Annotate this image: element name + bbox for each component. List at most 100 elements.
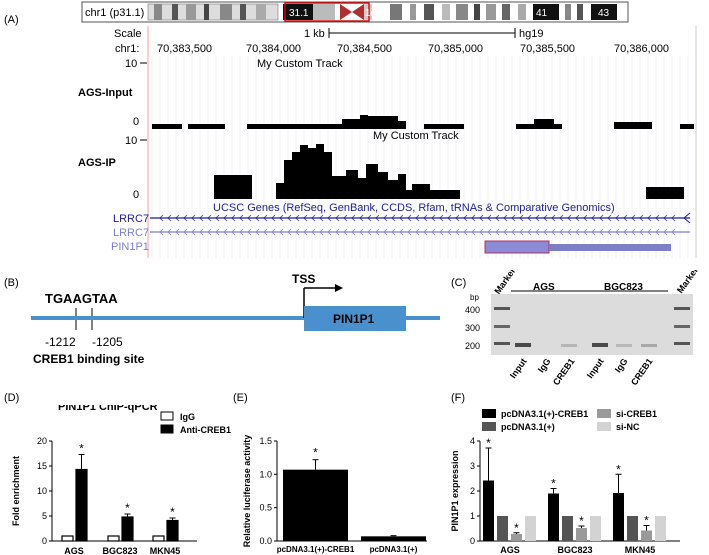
ags-input-coverage: [152, 115, 694, 129]
y-axis-label: PIN1P1 expression: [450, 450, 460, 531]
bar: [61, 535, 74, 542]
bar: [613, 493, 624, 541]
gene-label-pin1p1: PIN1P1: [111, 241, 149, 253]
y-tick-label: 1: [470, 511, 475, 521]
significance-mark: *: [125, 501, 130, 515]
svg-text:0: 0: [133, 189, 139, 201]
legend-swatch: [160, 424, 174, 434]
svg-text:400: 400: [465, 305, 480, 315]
bar: [576, 528, 587, 541]
bar: [152, 535, 165, 542]
chrom-position-label: 70,384,000: [246, 43, 301, 55]
svg-text:10: 10: [125, 58, 137, 70]
svg-text:41: 41: [536, 8, 548, 19]
chart-f: 0 1 2 3 4 PIN1P1 expression * * AGS * * BGC823 * * MKN…: [450, 409, 680, 555]
legend-label: pcDNA3.1(+)-CREB1: [501, 409, 588, 419]
pin1p1-gene-box: [304, 306, 406, 331]
genes-track-title: UCSC Genes (RefSeq, GenBank, CCDS, Rfam,…: [213, 202, 615, 214]
svg-text:10: 10: [125, 135, 137, 147]
svg-text:1q12: 1q12: [365, 8, 388, 19]
gel-group-ags: AGS: [533, 282, 555, 293]
x-tick-label: pcDNA3.1(+)-CREB1: [277, 545, 355, 554]
gel-lane-label: IgG: [613, 356, 630, 374]
legend-label: si-NC: [616, 422, 640, 432]
chrom-positions: 70,383,500 70,384,000 70,384,500 70,385,000…: [157, 43, 669, 55]
panel-label-d: (D): [4, 392, 20, 404]
svg-text:hg19: hg19: [519, 28, 543, 40]
gel-lane-label: Input: [508, 356, 529, 380]
gel-lane-label: IgG: [536, 356, 553, 374]
svg-text:43: 43: [598, 8, 610, 19]
track-label-ags-input: AGS-Input: [78, 87, 133, 99]
legend-label: pcDNA3.1(+): [501, 422, 555, 432]
y-tick-label: 0: [470, 536, 475, 546]
chrom-position-label: 70,383,500: [157, 43, 212, 55]
bar: [483, 480, 494, 541]
x-tick-label: MKN45: [625, 545, 656, 555]
significance-mark: *: [644, 514, 649, 528]
chart-d: 0 5 10 15 20 Fold enrichment PIN1P1 ChIP-qPCR *…: [11, 405, 231, 555]
bar: [562, 516, 573, 541]
lrrc7-arrows: [159, 214, 676, 222]
legend-label: Anti-CREB1: [180, 425, 231, 435]
tss-label: TSS: [292, 272, 315, 286]
browser-grid: [151, 56, 689, 258]
pos-1212: -1212: [45, 335, 76, 349]
bar: [107, 535, 120, 542]
panel-label-e: (E): [233, 392, 248, 404]
binding-site-label: CREB1 binding site: [33, 352, 145, 366]
chrom-position-label: 70,385,500: [520, 43, 575, 55]
bar: [627, 516, 638, 541]
bar: [166, 519, 179, 542]
svg-text:bp: bp: [470, 293, 479, 302]
legend-swatch: [482, 422, 496, 431]
y-tick-label: 2: [470, 486, 475, 496]
y-tick-label: 0.5: [259, 503, 272, 513]
bar: [525, 516, 536, 541]
bar: [590, 516, 601, 541]
x-tick-label: BGC823: [102, 546, 137, 555]
significance-mark: *: [79, 442, 84, 456]
y-tick-label: 1.5: [259, 436, 272, 446]
svg-text:31.1: 31.1: [289, 8, 309, 19]
svg-text:0: 0: [133, 116, 139, 128]
significance-mark: *: [616, 462, 621, 476]
genome-browser-panel: chr1 (p31.1) 31.1 1q12 41 43 Scale: [78, 1, 697, 258]
panel-label-a: (A): [4, 14, 19, 26]
promoter-schematic: TGAAGTAA TSS PIN1P1 -1212 -1205 CREB1 bi…: [31, 272, 440, 366]
y-tick-label: 3: [470, 461, 475, 471]
svg-text:Marker: Marker: [492, 270, 517, 296]
significance-mark: *: [170, 505, 175, 519]
y-tick-label: 15: [37, 461, 47, 471]
ags-ip-coverage: [214, 144, 684, 199]
svg-text:My Custom Track: My Custom Track: [373, 130, 459, 142]
ideogram-bands: [147, 3, 617, 21]
svg-text:1 kb: 1 kb: [304, 28, 325, 40]
bar: [641, 530, 652, 541]
x-tick-label: pcDNA3.1(+): [370, 545, 418, 554]
svg-text:Scale: Scale: [114, 28, 142, 40]
significance-mark: *: [514, 521, 519, 535]
pin1p1-box-label: PIN1P1: [333, 312, 375, 326]
svg-text:My Custom Track: My Custom Track: [257, 58, 343, 70]
chart-e: 0.0 0.5 1.0 1.5 Relative luciferase activity…: [242, 435, 427, 554]
y-tick-label: 5: [42, 511, 47, 521]
gel-lane-label: CREB1: [551, 356, 577, 387]
svg-text:200: 200: [465, 341, 480, 351]
y-axis-label: Relative luciferase activity: [242, 435, 252, 548]
bar: [548, 493, 559, 541]
y-tick-label: 10: [37, 486, 47, 496]
bar: [497, 516, 508, 541]
bar: [361, 536, 426, 541]
y-axis-label: Fold enrichment: [11, 456, 21, 526]
y-tick-label: 1.0: [259, 469, 272, 479]
lrrc7-2-arrows: [159, 228, 676, 236]
gene-label-lrrc7: LRRC7: [113, 213, 149, 225]
bar: [511, 534, 522, 541]
x-tick-label: AGS: [500, 545, 520, 555]
chart-title: PIN1P1 ChIP-qPCR: [58, 405, 158, 413]
pin1p1-utr: [549, 244, 671, 251]
x-tick-label: BGC823: [557, 545, 592, 555]
